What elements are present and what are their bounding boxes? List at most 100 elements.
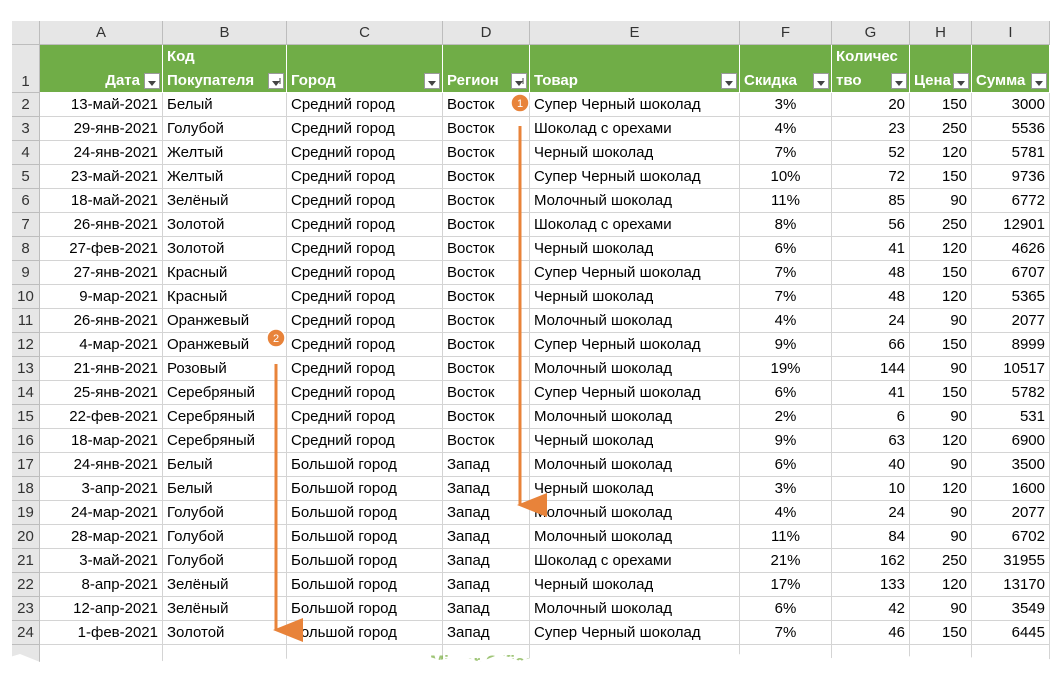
- cell: 23: [832, 117, 910, 141]
- cell: Запад: [443, 573, 530, 597]
- cell: 28-мар-2021: [40, 525, 163, 549]
- cell: Запад: [443, 477, 530, 501]
- filter-button[interactable]: [1031, 73, 1047, 89]
- cell: 24-мар-2021: [40, 501, 163, 525]
- filter-button[interactable]: [144, 73, 160, 89]
- cell: 6%: [740, 597, 832, 621]
- row-number: 8: [12, 237, 40, 261]
- cell: 3000: [972, 93, 1050, 117]
- cell: 7%: [740, 141, 832, 165]
- cell: 3500: [972, 453, 1050, 477]
- cell: Средний город: [287, 333, 443, 357]
- cell: 90: [910, 597, 972, 621]
- cell: Молочный шоколад: [530, 501, 740, 525]
- cell: 24: [832, 501, 910, 525]
- cell: Восток: [443, 405, 530, 429]
- cell: 48: [832, 285, 910, 309]
- header-text: Количес: [836, 48, 898, 65]
- column-letter: C: [287, 21, 443, 45]
- row-number: 4: [12, 141, 40, 165]
- cell: Черный шоколад: [530, 477, 740, 501]
- filter-icon: [148, 81, 156, 86]
- cell: 250: [910, 213, 972, 237]
- cell: [740, 645, 832, 669]
- cell: 26-янв-2021: [40, 309, 163, 333]
- cell: Молочный шоколад: [530, 405, 740, 429]
- filter-icon: [957, 81, 965, 86]
- filter-icon: [725, 81, 733, 86]
- cell: 2077: [972, 309, 1050, 333]
- cell: [163, 645, 287, 669]
- cell: 120: [910, 477, 972, 501]
- filter-button[interactable]: [953, 73, 969, 89]
- cell: 4%: [740, 309, 832, 333]
- row-number: 11: [12, 309, 40, 333]
- cell: 1-фев-2021: [40, 621, 163, 645]
- cell: Молочный шоколад: [530, 453, 740, 477]
- cell: [40, 645, 163, 669]
- filter-button[interactable]: [721, 73, 737, 89]
- cell: 3549: [972, 597, 1050, 621]
- filter-button[interactable]: [268, 73, 284, 89]
- cell: 90: [910, 357, 972, 381]
- row-number: 9: [12, 261, 40, 285]
- header-text: Покупателя: [167, 72, 255, 89]
- cell: [972, 645, 1050, 669]
- cell: [443, 645, 530, 669]
- header-text: тво: [836, 72, 862, 89]
- cell: Восток: [443, 261, 530, 285]
- cell: 6900: [972, 429, 1050, 453]
- cell: 24-янв-2021: [40, 141, 163, 165]
- cell: Голубой: [163, 549, 287, 573]
- cell: Восток: [443, 117, 530, 141]
- cell: 150: [910, 621, 972, 645]
- header-cell: Количес тво: [832, 45, 910, 93]
- cell: Средний город: [287, 141, 443, 165]
- header-text: Цена: [914, 72, 951, 89]
- cell: 4-мар-2021: [40, 333, 163, 357]
- filter-button[interactable]: [891, 73, 907, 89]
- cell: 66: [832, 333, 910, 357]
- cell: Шоколад с орехами: [530, 213, 740, 237]
- cell: Восток: [443, 333, 530, 357]
- cell: 12901: [972, 213, 1050, 237]
- filter-button[interactable]: [511, 73, 527, 89]
- cell: Розовый: [163, 357, 287, 381]
- corner: [12, 21, 40, 45]
- cell: Золотой: [163, 237, 287, 261]
- column-letter: G: [832, 21, 910, 45]
- row-number: 15: [12, 405, 40, 429]
- filter-button[interactable]: [813, 73, 829, 89]
- header-text: Код: [167, 48, 195, 65]
- cell: 8999: [972, 333, 1050, 357]
- row-number: 5: [12, 165, 40, 189]
- cell: 10%: [740, 165, 832, 189]
- cell: 1600: [972, 477, 1050, 501]
- cell: Зелёный: [163, 597, 287, 621]
- cell: Средний город: [287, 189, 443, 213]
- cell: 7%: [740, 285, 832, 309]
- cell: 5782: [972, 381, 1050, 405]
- cell: 3-май-2021: [40, 549, 163, 573]
- cell: Зелёный: [163, 573, 287, 597]
- column-letter: E: [530, 21, 740, 45]
- cell: 9%: [740, 333, 832, 357]
- filter-button[interactable]: [424, 73, 440, 89]
- cell: 25-янв-2021: [40, 381, 163, 405]
- cell: Запад: [443, 621, 530, 645]
- cell: 162: [832, 549, 910, 573]
- cell: Молочный шоколад: [530, 309, 740, 333]
- cell: 18-мар-2021: [40, 429, 163, 453]
- cell: Желтый: [163, 141, 287, 165]
- cell: 13-май-2021: [40, 93, 163, 117]
- cell: 6702: [972, 525, 1050, 549]
- cell: Супер Черный шоколад: [530, 621, 740, 645]
- cell: Голубой: [163, 117, 287, 141]
- cell: Белый: [163, 477, 287, 501]
- cell: 150: [910, 381, 972, 405]
- cell: Восток: [443, 165, 530, 189]
- cell: 18-май-2021: [40, 189, 163, 213]
- cell: Голубой: [163, 501, 287, 525]
- row-number: [12, 645, 40, 669]
- cell: Средний город: [287, 165, 443, 189]
